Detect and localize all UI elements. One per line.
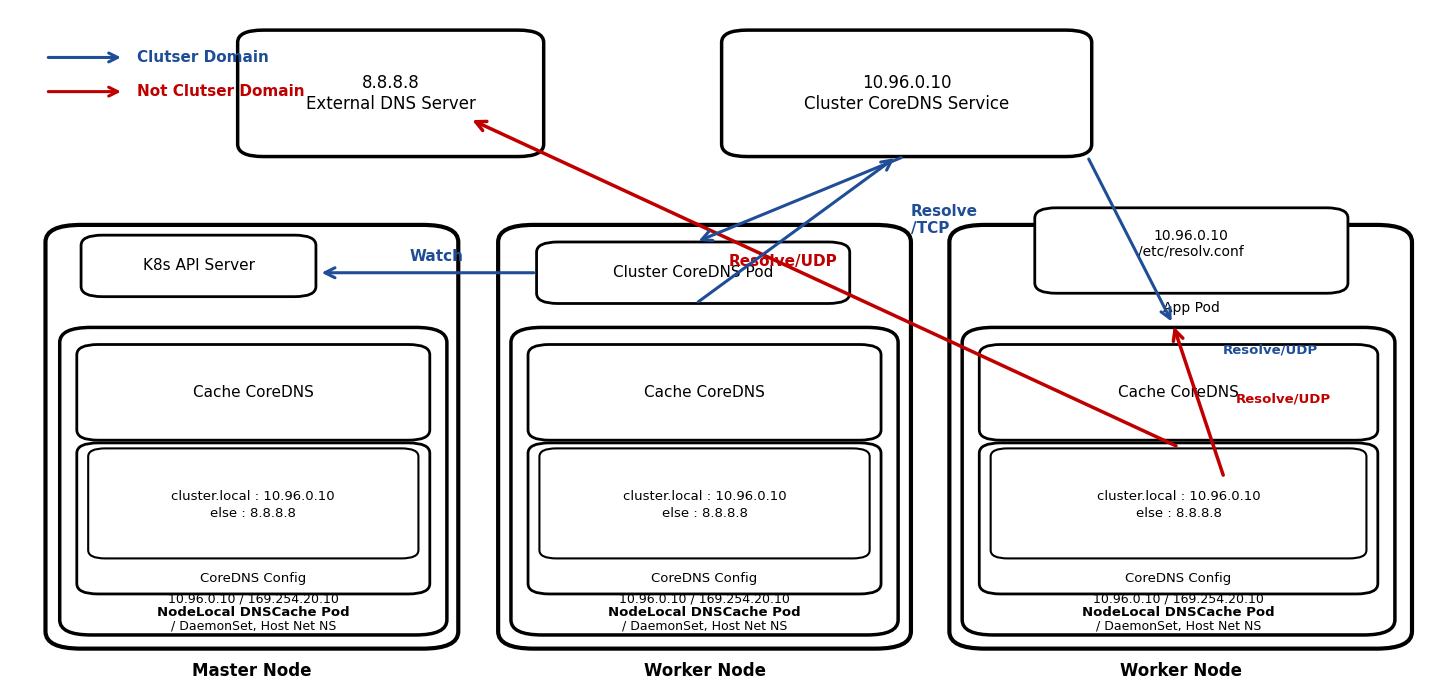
Text: 10.96.0.10 / 169.254.20.10: 10.96.0.10 / 169.254.20.10	[1093, 593, 1265, 606]
Text: 10.96.0.10 / 169.254.20.10: 10.96.0.10 / 169.254.20.10	[167, 593, 339, 606]
Text: CoreDNS Config: CoreDNS Config	[1126, 573, 1232, 586]
Text: Cluster CoreDNS Pod: Cluster CoreDNS Pod	[613, 265, 773, 280]
Text: Worker Node: Worker Node	[643, 661, 766, 679]
Text: Not Clutser Domain: Not Clutser Domain	[137, 84, 304, 99]
Text: / DaemonSet, Host Net NS: / DaemonSet, Host Net NS	[622, 619, 787, 633]
Text: 8.8.8.8
External DNS Server: 8.8.8.8 External DNS Server	[306, 74, 476, 113]
FancyBboxPatch shape	[77, 344, 430, 440]
Text: NodeLocal DNSCache Pod: NodeLocal DNSCache Pod	[1082, 606, 1275, 619]
FancyBboxPatch shape	[89, 449, 419, 558]
FancyBboxPatch shape	[949, 225, 1412, 648]
FancyBboxPatch shape	[539, 449, 870, 558]
Text: Clutser Domain: Clutser Domain	[137, 50, 269, 65]
Text: App Pod: App Pod	[1163, 301, 1220, 316]
Text: else : 8.8.8.8: else : 8.8.8.8	[210, 507, 296, 520]
FancyBboxPatch shape	[990, 449, 1366, 558]
FancyBboxPatch shape	[60, 327, 447, 635]
Text: Resolve/UDP: Resolve/UDP	[729, 254, 837, 269]
Text: K8s API Server: K8s API Server	[143, 258, 254, 274]
Text: 10.96.0.10 / 169.254.20.10: 10.96.0.10 / 169.254.20.10	[619, 593, 790, 606]
Text: cluster.local : 10.96.0.10: cluster.local : 10.96.0.10	[623, 490, 786, 503]
FancyBboxPatch shape	[529, 344, 882, 440]
FancyBboxPatch shape	[536, 242, 850, 303]
Text: / DaemonSet, Host Net NS: / DaemonSet, Host Net NS	[1096, 619, 1262, 633]
Text: else : 8.8.8.8: else : 8.8.8.8	[1136, 507, 1222, 520]
Text: Resolve/UDP: Resolve/UDP	[1223, 343, 1318, 356]
FancyBboxPatch shape	[81, 235, 316, 297]
FancyBboxPatch shape	[979, 443, 1378, 594]
Text: Worker Node: Worker Node	[1120, 661, 1242, 679]
Text: Master Node: Master Node	[191, 661, 312, 679]
Text: cluster.local : 10.96.0.10: cluster.local : 10.96.0.10	[171, 490, 336, 503]
Text: CoreDNS Config: CoreDNS Config	[200, 573, 306, 586]
Text: Watch: Watch	[410, 249, 464, 264]
FancyBboxPatch shape	[237, 30, 543, 156]
FancyBboxPatch shape	[77, 443, 430, 594]
FancyBboxPatch shape	[512, 327, 897, 635]
FancyBboxPatch shape	[46, 225, 459, 648]
Text: NodeLocal DNSCache Pod: NodeLocal DNSCache Pod	[609, 606, 800, 619]
Text: cluster.local : 10.96.0.10: cluster.local : 10.96.0.10	[1096, 490, 1260, 503]
FancyBboxPatch shape	[962, 327, 1395, 635]
Text: 10.96.0.10
Cluster CoreDNS Service: 10.96.0.10 Cluster CoreDNS Service	[805, 74, 1009, 113]
FancyBboxPatch shape	[499, 225, 910, 648]
Text: NodeLocal DNSCache Pod: NodeLocal DNSCache Pod	[157, 606, 350, 619]
Text: Resolve
/TCP: Resolve /TCP	[910, 204, 977, 236]
FancyBboxPatch shape	[529, 443, 882, 594]
Text: else : 8.8.8.8: else : 8.8.8.8	[662, 507, 747, 520]
Text: Resolve/UDP: Resolve/UDP	[1236, 393, 1330, 406]
Text: Cache CoreDNS: Cache CoreDNS	[1117, 385, 1239, 400]
Text: / DaemonSet, Host Net NS: / DaemonSet, Host Net NS	[170, 619, 336, 633]
FancyBboxPatch shape	[979, 344, 1378, 440]
FancyBboxPatch shape	[722, 30, 1092, 156]
Text: 10.96.0.10
/etc/resolv.conf: 10.96.0.10 /etc/resolv.conf	[1139, 229, 1245, 259]
Text: Cache CoreDNS: Cache CoreDNS	[644, 385, 765, 400]
FancyBboxPatch shape	[1035, 208, 1348, 294]
Text: Cache CoreDNS: Cache CoreDNS	[193, 385, 314, 400]
Text: CoreDNS Config: CoreDNS Config	[652, 573, 757, 586]
